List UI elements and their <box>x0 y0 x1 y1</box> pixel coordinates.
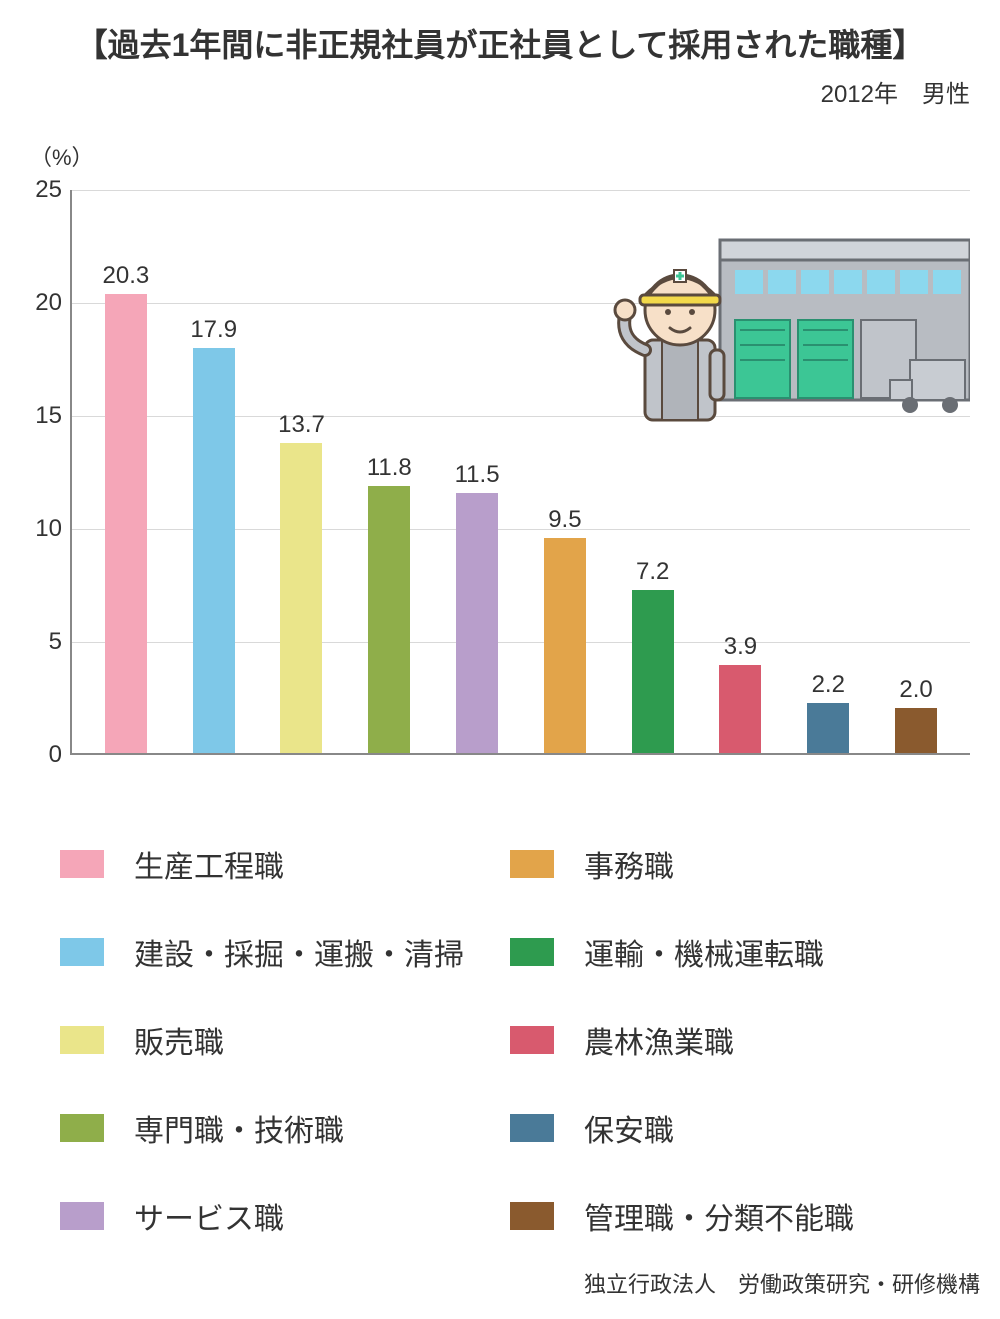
legend-label: 管理職・分類不能職 <box>584 1194 854 1238</box>
legend-swatch <box>510 1114 554 1142</box>
source-attribution: 独立行政法人 労働政策研究・研修機構 <box>584 1267 980 1299</box>
legend-swatch <box>60 938 104 966</box>
chart-subtitle: 2012年 男性 <box>0 66 1000 109</box>
legend-label: 事務職 <box>584 842 674 886</box>
bar <box>105 294 147 753</box>
bar-slot: 20.3 <box>82 190 170 753</box>
legend-item: 建設・採掘・運搬・清掃 <box>60 908 510 996</box>
bar-slot: 17.9 <box>170 190 258 753</box>
legend-label: 販売職 <box>134 1018 224 1062</box>
y-tick-label: 5 <box>49 628 62 656</box>
bar-value-label: 11.5 <box>455 461 500 489</box>
bar <box>368 486 410 753</box>
legend-swatch <box>60 850 104 878</box>
y-tick-label: 15 <box>35 402 62 430</box>
bar <box>719 665 761 753</box>
bar <box>544 538 586 753</box>
chart-title: 【過去1年間に非正規社員が正社員として採用された職種】 <box>0 0 1000 66</box>
legend: 生産工程職建設・採掘・運搬・清掃販売職専門職・技術職サービス職 事務職運輸・機械運… <box>60 820 960 1260</box>
legend-item: 事務職 <box>510 820 960 908</box>
legend-item: 管理職・分類不能職 <box>510 1172 960 1260</box>
legend-label: 専門職・技術職 <box>134 1106 344 1150</box>
bar-value-label: 7.2 <box>636 558 669 586</box>
bar <box>280 443 322 753</box>
bar-slot: 11.8 <box>345 190 433 753</box>
legend-item: 専門職・技術職 <box>60 1084 510 1172</box>
legend-swatch <box>60 1202 104 1230</box>
bar <box>456 493 498 753</box>
legend-swatch <box>60 1114 104 1142</box>
worker-building-illustration <box>590 210 970 440</box>
bar <box>193 348 235 753</box>
bar <box>895 708 937 753</box>
legend-swatch <box>510 1026 554 1054</box>
bar-value-label: 3.9 <box>724 633 757 661</box>
legend-label: 建設・採掘・運搬・清掃 <box>134 930 464 974</box>
legend-item: 販売職 <box>60 996 510 1084</box>
legend-swatch <box>60 1026 104 1054</box>
legend-swatch <box>510 938 554 966</box>
legend-item: 保安職 <box>510 1084 960 1172</box>
legend-item: サービス職 <box>60 1172 510 1260</box>
legend-label: 保安職 <box>584 1106 674 1150</box>
legend-swatch <box>510 1202 554 1230</box>
y-tick-label: 25 <box>35 176 62 204</box>
bar-value-label: 20.3 <box>103 262 150 290</box>
y-axis-unit: （%） <box>30 140 94 172</box>
legend-item: 農林漁業職 <box>510 996 960 1084</box>
legend-label: 運輸・機械運転職 <box>584 930 824 974</box>
bar-slot: 11.5 <box>433 190 521 753</box>
legend-label: 農林漁業職 <box>584 1018 734 1062</box>
bar-value-label: 13.7 <box>278 411 325 439</box>
bar <box>632 590 674 753</box>
bar <box>807 703 849 753</box>
y-tick-label: 10 <box>35 515 62 543</box>
legend-label: 生産工程職 <box>134 842 284 886</box>
bar-value-label: 2.2 <box>812 671 845 699</box>
bar-value-label: 9.5 <box>548 506 581 534</box>
legend-item: 生産工程職 <box>60 820 510 908</box>
legend-item: 運輸・機械運転職 <box>510 908 960 996</box>
legend-label: サービス職 <box>134 1194 284 1238</box>
bar-slot: 13.7 <box>258 190 346 753</box>
legend-swatch <box>510 850 554 878</box>
bar-value-label: 2.0 <box>899 676 932 704</box>
bar-value-label: 17.9 <box>190 316 237 344</box>
y-tick-label: 20 <box>35 289 62 317</box>
y-tick-label: 0 <box>49 741 62 769</box>
bar-value-label: 11.8 <box>367 454 412 482</box>
